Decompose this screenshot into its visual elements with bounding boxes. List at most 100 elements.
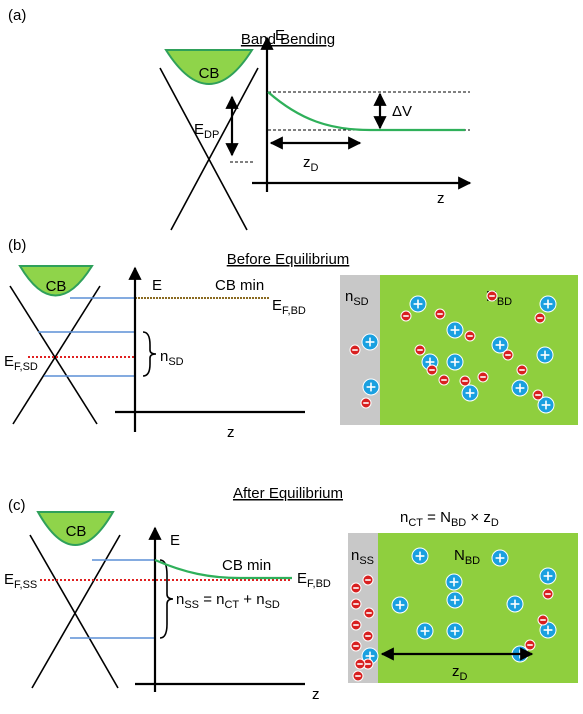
donor-ion — [462, 385, 478, 401]
text-part: = n — [199, 591, 224, 608]
text-part: n — [351, 547, 359, 564]
cb-min-label: CB min — [215, 277, 264, 294]
panel-title: After Equilibrium — [233, 485, 343, 502]
electron — [538, 615, 548, 625]
z-axis-label: z — [312, 686, 320, 703]
nss-label: nSS = nCT + nSD — [176, 591, 280, 611]
text-part: × z — [466, 509, 491, 526]
donor-ion — [447, 623, 463, 639]
electron — [435, 309, 445, 319]
text-part: CT — [408, 517, 423, 529]
text-part: n — [400, 509, 408, 526]
electron — [517, 365, 527, 375]
panel-title: Band Bending — [241, 31, 335, 48]
ef-label: EF,BD — [297, 570, 331, 590]
electron — [363, 631, 373, 641]
cb-label: CB — [66, 523, 87, 540]
cb-label: CB — [199, 65, 220, 82]
donor-ion — [410, 296, 426, 312]
text-part: n — [160, 348, 168, 365]
text-part: SS — [359, 555, 374, 567]
electron — [361, 398, 371, 408]
z-axis-label: z — [437, 190, 445, 207]
z-axis-label: z — [227, 424, 235, 441]
electron — [427, 365, 437, 375]
electron — [351, 583, 361, 593]
donor-ion — [392, 597, 408, 613]
text-part: F,BD — [282, 305, 306, 317]
text-part: E — [4, 571, 14, 588]
text-part: BD — [465, 555, 480, 567]
donor-ion — [447, 354, 463, 370]
text-part: z — [452, 663, 460, 680]
electron — [487, 291, 497, 301]
nct-label: nCT = NBD × zD — [400, 509, 499, 529]
text-part: SD — [265, 599, 280, 611]
text-part: BD — [497, 296, 512, 308]
electron — [364, 608, 374, 618]
donor-ion — [447, 322, 463, 338]
donor-ion — [492, 550, 508, 566]
electron — [355, 659, 365, 669]
text-part: N — [454, 547, 465, 564]
e-axis-label: E — [275, 27, 285, 44]
text-part: z — [303, 154, 311, 171]
electron — [543, 589, 553, 599]
text-part: F,BD — [307, 578, 331, 590]
electron — [415, 345, 425, 355]
donor-ion — [512, 380, 528, 396]
nsd-label: nSD — [160, 348, 184, 368]
text-part: SD — [353, 296, 368, 308]
electron — [465, 331, 475, 341]
cb-min-label: CB min — [222, 557, 271, 574]
text-part: + n — [239, 591, 264, 608]
text-part: SS — [184, 599, 199, 611]
donor-ion — [540, 296, 556, 312]
electron — [478, 372, 488, 382]
donor-ion — [363, 379, 379, 395]
donor-ion — [507, 596, 523, 612]
e-axis-label: E — [170, 532, 180, 549]
e-axis-label: E — [152, 277, 162, 294]
figure: (a) Band Bending CB EDP E z ΔV zD (b) Be… — [0, 0, 583, 709]
electron — [351, 620, 361, 630]
text-part: F,SS — [14, 579, 37, 591]
text-part: E — [272, 297, 282, 314]
electron — [363, 575, 373, 585]
electron — [351, 599, 361, 609]
text-part: F,SD — [14, 361, 38, 373]
electron — [351, 641, 361, 651]
text-part: DP — [204, 129, 219, 141]
donor-ion — [412, 548, 428, 564]
dv-label: ΔV — [392, 103, 412, 120]
bracket — [143, 332, 156, 376]
electron — [460, 376, 470, 386]
donor-ion — [447, 592, 463, 608]
text-part: = N — [423, 509, 451, 526]
ef-label: EF,SS — [4, 571, 37, 591]
text-part: D — [311, 162, 319, 174]
electron — [350, 345, 360, 355]
electron — [439, 375, 449, 385]
electron — [353, 671, 363, 681]
donor-ion — [417, 623, 433, 639]
text-part: D — [491, 517, 499, 529]
electron — [533, 390, 543, 400]
zd-label: zD — [303, 154, 319, 174]
text-part: n — [345, 288, 353, 305]
electron — [535, 313, 545, 323]
panel-label: (c) — [8, 497, 26, 514]
electron — [401, 311, 411, 321]
ef-label: EF,BD — [272, 297, 306, 317]
bracket — [160, 560, 173, 638]
electron — [525, 640, 535, 650]
band-curve — [268, 92, 465, 130]
text-part: E — [297, 570, 307, 587]
text-part: n — [176, 591, 184, 608]
text-part: BD — [451, 517, 466, 529]
panel-title: Before Equilibrium — [227, 251, 350, 268]
donor-ion — [446, 574, 462, 590]
text-part: E — [4, 353, 14, 370]
donor-ion — [540, 568, 556, 584]
donor-ion — [362, 334, 378, 350]
